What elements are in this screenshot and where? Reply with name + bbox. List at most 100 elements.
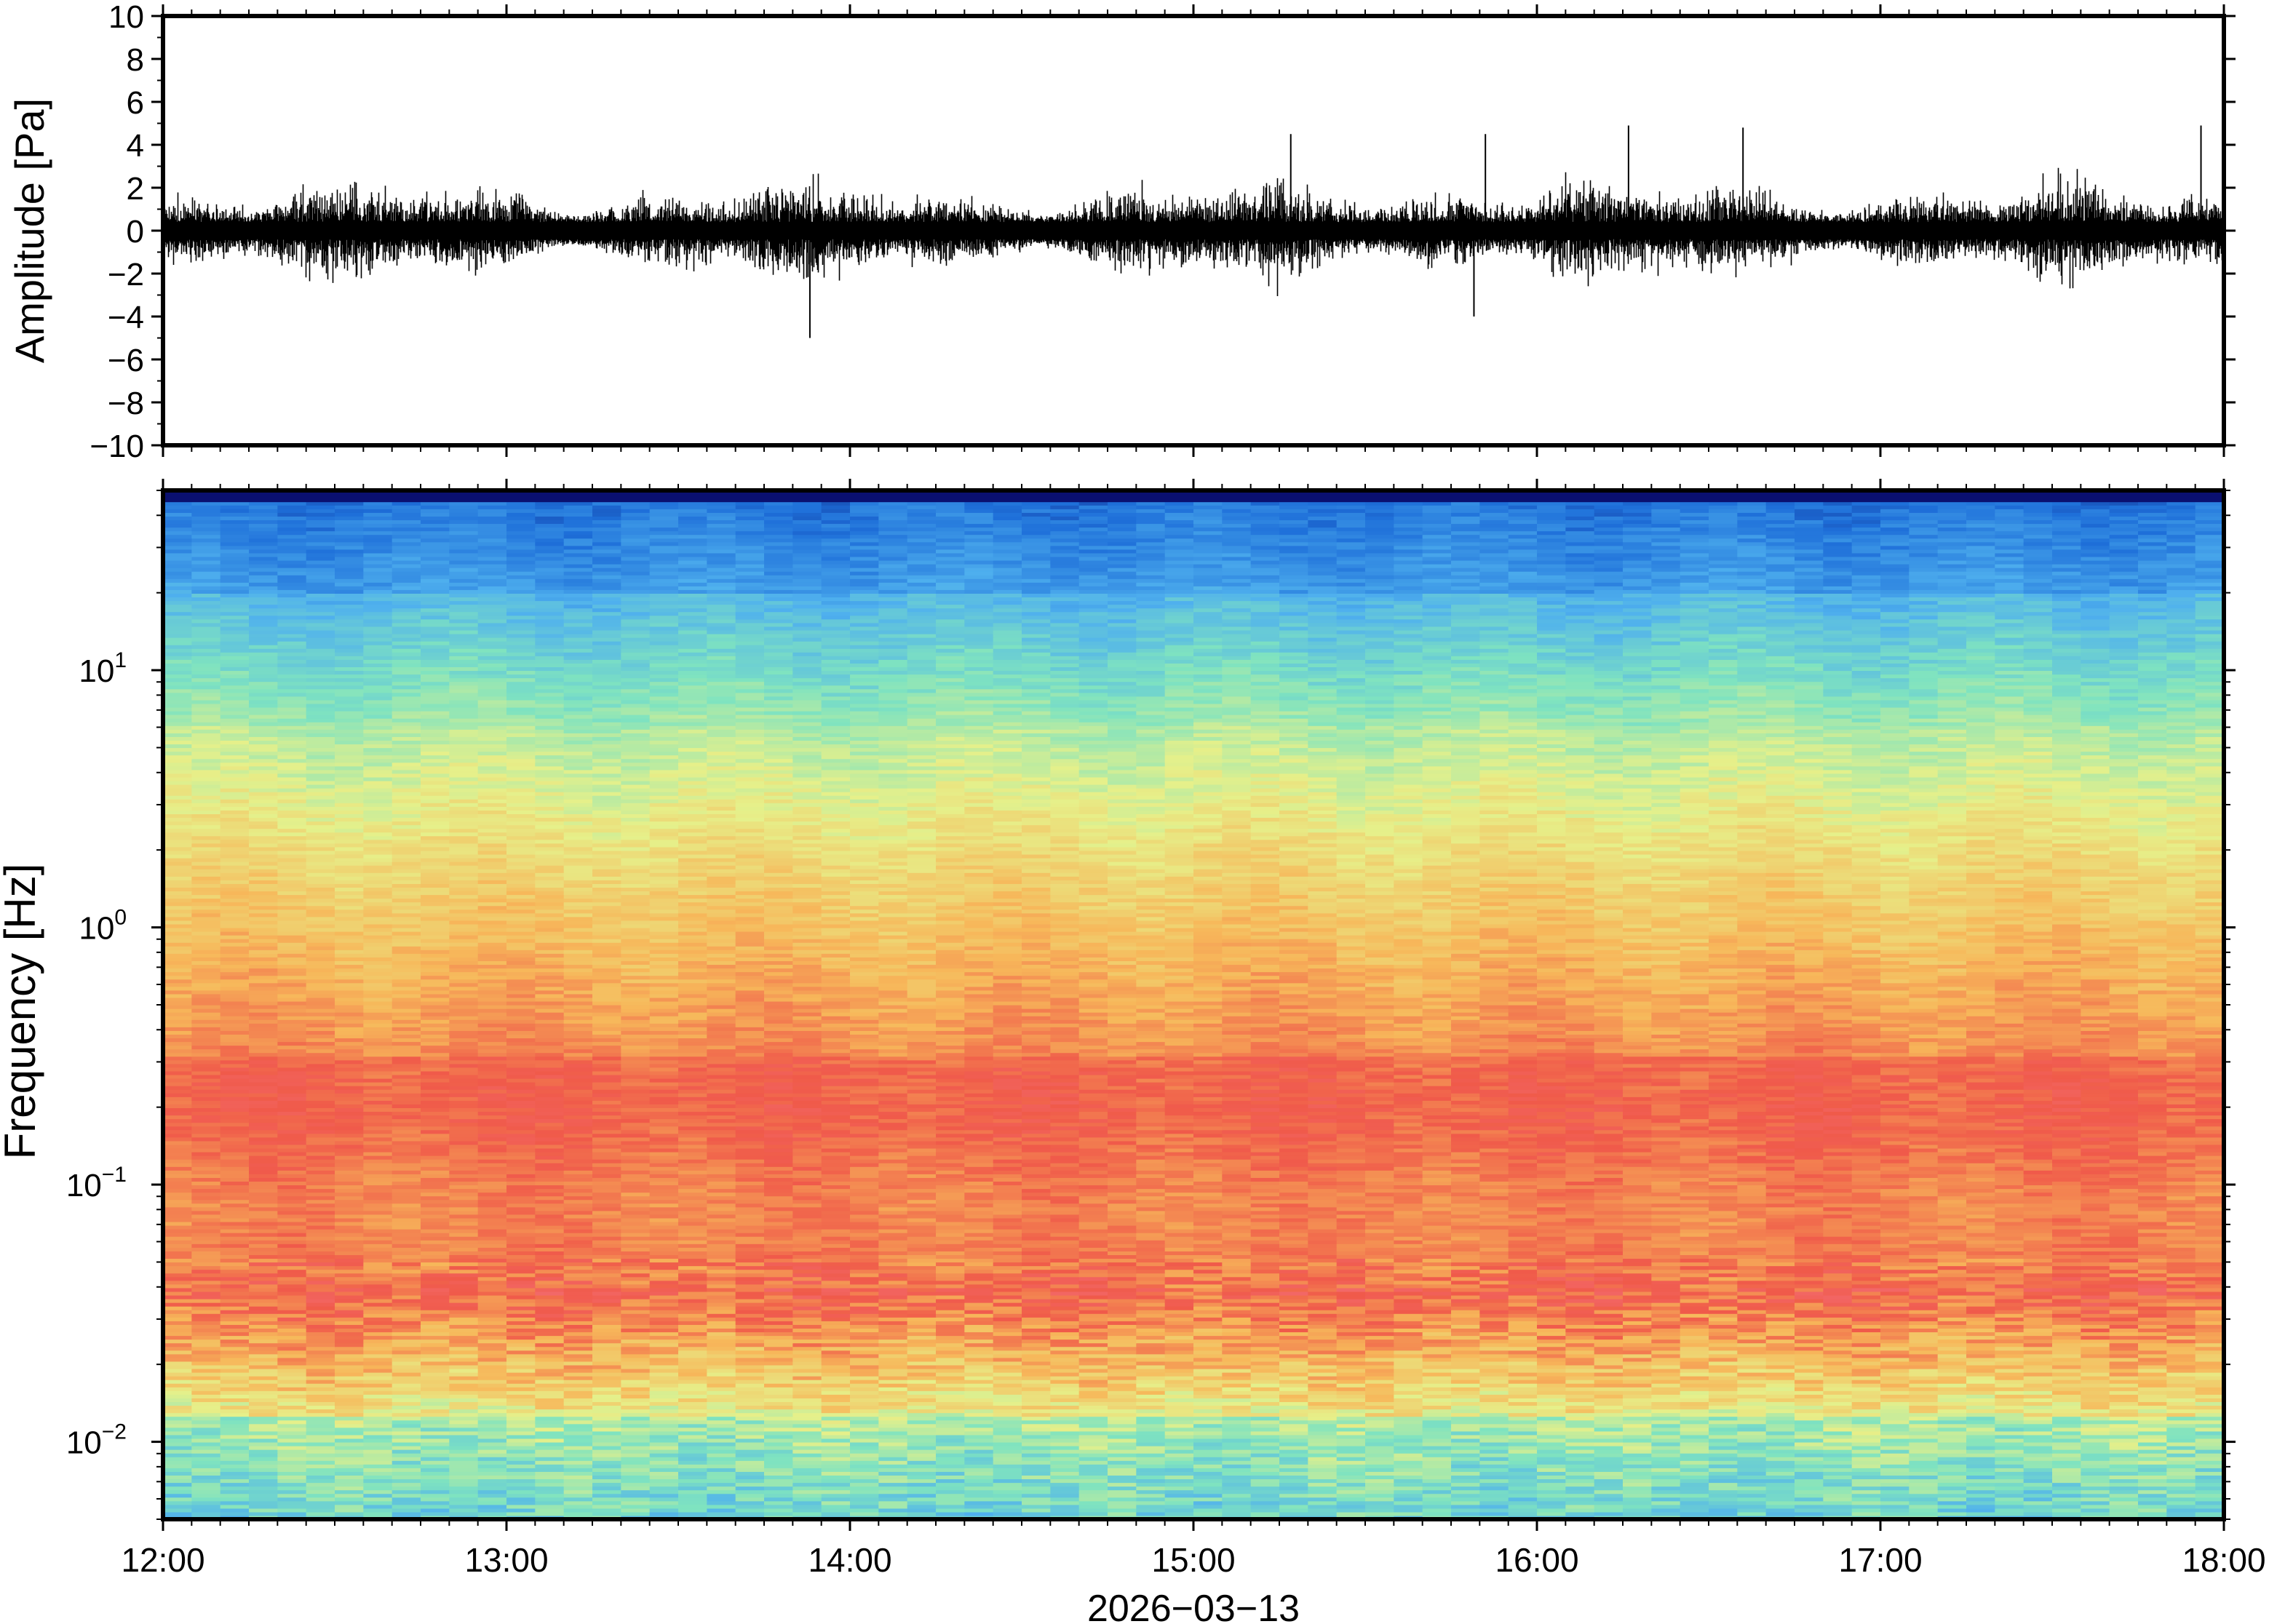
spectrogram-cell xyxy=(1795,1427,1824,1432)
spectrogram-cell xyxy=(1909,1317,1939,1321)
spectrogram-cell xyxy=(792,1482,822,1487)
spectrogram-cell xyxy=(506,1511,536,1516)
spectrogram-cell xyxy=(249,1276,278,1281)
spectrogram-cell xyxy=(249,1283,278,1289)
spectrogram-cell xyxy=(649,1387,679,1391)
spectrogram-cell xyxy=(1909,1324,1939,1329)
spectrogram-cell xyxy=(1508,1390,1538,1395)
spectrogram-cell xyxy=(421,1489,450,1494)
spectrogram-cell xyxy=(1451,1269,1480,1274)
spectrogram-cell xyxy=(1880,1361,1910,1366)
spectrogram-cell xyxy=(1279,1497,1308,1502)
spectrogram-cell xyxy=(1937,1420,1967,1425)
spectrogram-cell xyxy=(2138,1310,2167,1314)
spectrogram-cell xyxy=(2109,1387,2139,1391)
spectrogram-cell xyxy=(707,1453,736,1457)
spectrogram-cell xyxy=(392,1453,421,1457)
spectrogram-cell xyxy=(392,1438,421,1443)
spectrogram-cell xyxy=(1078,1398,1108,1402)
spectrogram-cell xyxy=(621,1269,651,1274)
spectrogram-cell xyxy=(1394,1460,1423,1465)
spectrogram-cell xyxy=(1795,1478,1824,1484)
spectrogram-cell xyxy=(1795,1453,1824,1457)
spectrogram-cell xyxy=(1851,1489,1881,1494)
spectrogram-cell xyxy=(1365,1269,1394,1274)
spectrogram-cell xyxy=(792,1471,822,1476)
spectrogram-cell xyxy=(2023,1434,2053,1439)
spectrogram-cell xyxy=(1108,1508,1137,1513)
spectrogram-cell xyxy=(563,1398,593,1402)
spectrogram-cell xyxy=(249,1310,278,1314)
spectrogram-cell xyxy=(1709,1302,1738,1307)
spectrogram-cell xyxy=(163,1339,192,1344)
spectrogram-cell xyxy=(792,1508,822,1513)
spectrogram-cell xyxy=(2138,1468,2167,1472)
spectrogram-cell xyxy=(1709,1405,1738,1410)
spectrogram-cell xyxy=(1308,1457,1338,1461)
spectrogram-cell xyxy=(249,1328,278,1333)
spectrogram-cell xyxy=(1937,1387,1967,1391)
spectrogram-cell xyxy=(1394,1500,1423,1505)
spectrogram-cell xyxy=(878,1430,908,1436)
spectrogram-cell xyxy=(477,1438,507,1443)
spectrogram-cell xyxy=(1193,1287,1223,1292)
spectrogram-cell xyxy=(1795,1434,1824,1439)
spectrogram-cell xyxy=(1565,1364,1595,1369)
spectrogram-cell xyxy=(421,1353,450,1358)
spectrogram-cell xyxy=(2109,1342,2139,1348)
spectrogram-cell xyxy=(2052,1430,2081,1436)
spectrogram-cell xyxy=(907,1339,937,1344)
spectrogram-cell xyxy=(2138,1508,2167,1513)
spectrogram-cell xyxy=(936,1383,965,1388)
spectrogram-cell xyxy=(1050,1361,1080,1366)
spectrogram-cell xyxy=(649,1339,679,1344)
spectrogram-image xyxy=(163,490,2224,1519)
spectrogram-cell xyxy=(1851,1464,1881,1468)
spectrogram-cell xyxy=(1336,1453,1366,1457)
spectrogram-cell xyxy=(964,1493,994,1498)
spectrogram-cell xyxy=(621,1335,651,1340)
spectrogram-cell xyxy=(1308,1294,1338,1299)
spectrogram-cell xyxy=(1765,1508,1795,1513)
spectrogram-cell xyxy=(1851,1405,1881,1410)
spectrogram-cell xyxy=(1823,1339,1853,1344)
spectrogram-cell xyxy=(850,1409,879,1414)
spectrogram-cell xyxy=(1765,1383,1795,1388)
spectrogram-cell xyxy=(1737,1438,1767,1443)
spectrogram-cell xyxy=(1193,1339,1223,1344)
spectrogram-cell xyxy=(1279,1394,1308,1398)
spectrogram-cell xyxy=(1880,1394,1910,1398)
spectrogram-cell xyxy=(392,1361,421,1366)
spectrogram-cell xyxy=(535,1380,565,1384)
spectrogram-cell xyxy=(477,1361,507,1366)
spectrogram-cell xyxy=(506,1339,536,1344)
spectrogram-cell xyxy=(1078,1265,1108,1270)
spectrogram-cell xyxy=(1136,1508,1166,1513)
spectrogram-cell xyxy=(1250,1457,1280,1461)
spectrogram-cell xyxy=(1394,1342,1423,1348)
spectrogram-cell xyxy=(792,1453,822,1457)
spectrogram-cell xyxy=(1537,1497,1566,1502)
spectrogram-cell xyxy=(678,1486,707,1491)
spectrogram-cell xyxy=(1451,1493,1480,1498)
spectrogram-cell xyxy=(392,1342,421,1348)
spectrogram-cell xyxy=(2195,1475,2224,1480)
spectrogram-cell xyxy=(821,1500,851,1505)
spectrogram-cell xyxy=(792,1339,822,1344)
spectrogram-cell xyxy=(1851,1500,1881,1505)
spectrogram-cell xyxy=(363,1353,393,1358)
spectrogram-cell xyxy=(764,1283,793,1289)
spectrogram-cell xyxy=(678,1394,707,1398)
spectrogram-cell xyxy=(191,1398,221,1402)
spectrogram-cell xyxy=(1308,1471,1338,1476)
spectrogram-cell xyxy=(649,1504,679,1509)
spectrogram-cell xyxy=(163,1328,192,1333)
spectrogram-cell xyxy=(735,1383,765,1388)
spectrogram-cell xyxy=(191,1430,221,1436)
spectrogram-cell xyxy=(850,1335,879,1340)
spectrogram-cell xyxy=(792,1357,822,1362)
spectrogram-cell xyxy=(678,1299,707,1303)
spectrogram-cell xyxy=(764,1328,793,1333)
spectrogram-cell xyxy=(506,1273,536,1278)
spectrogram-cell xyxy=(220,1287,250,1292)
